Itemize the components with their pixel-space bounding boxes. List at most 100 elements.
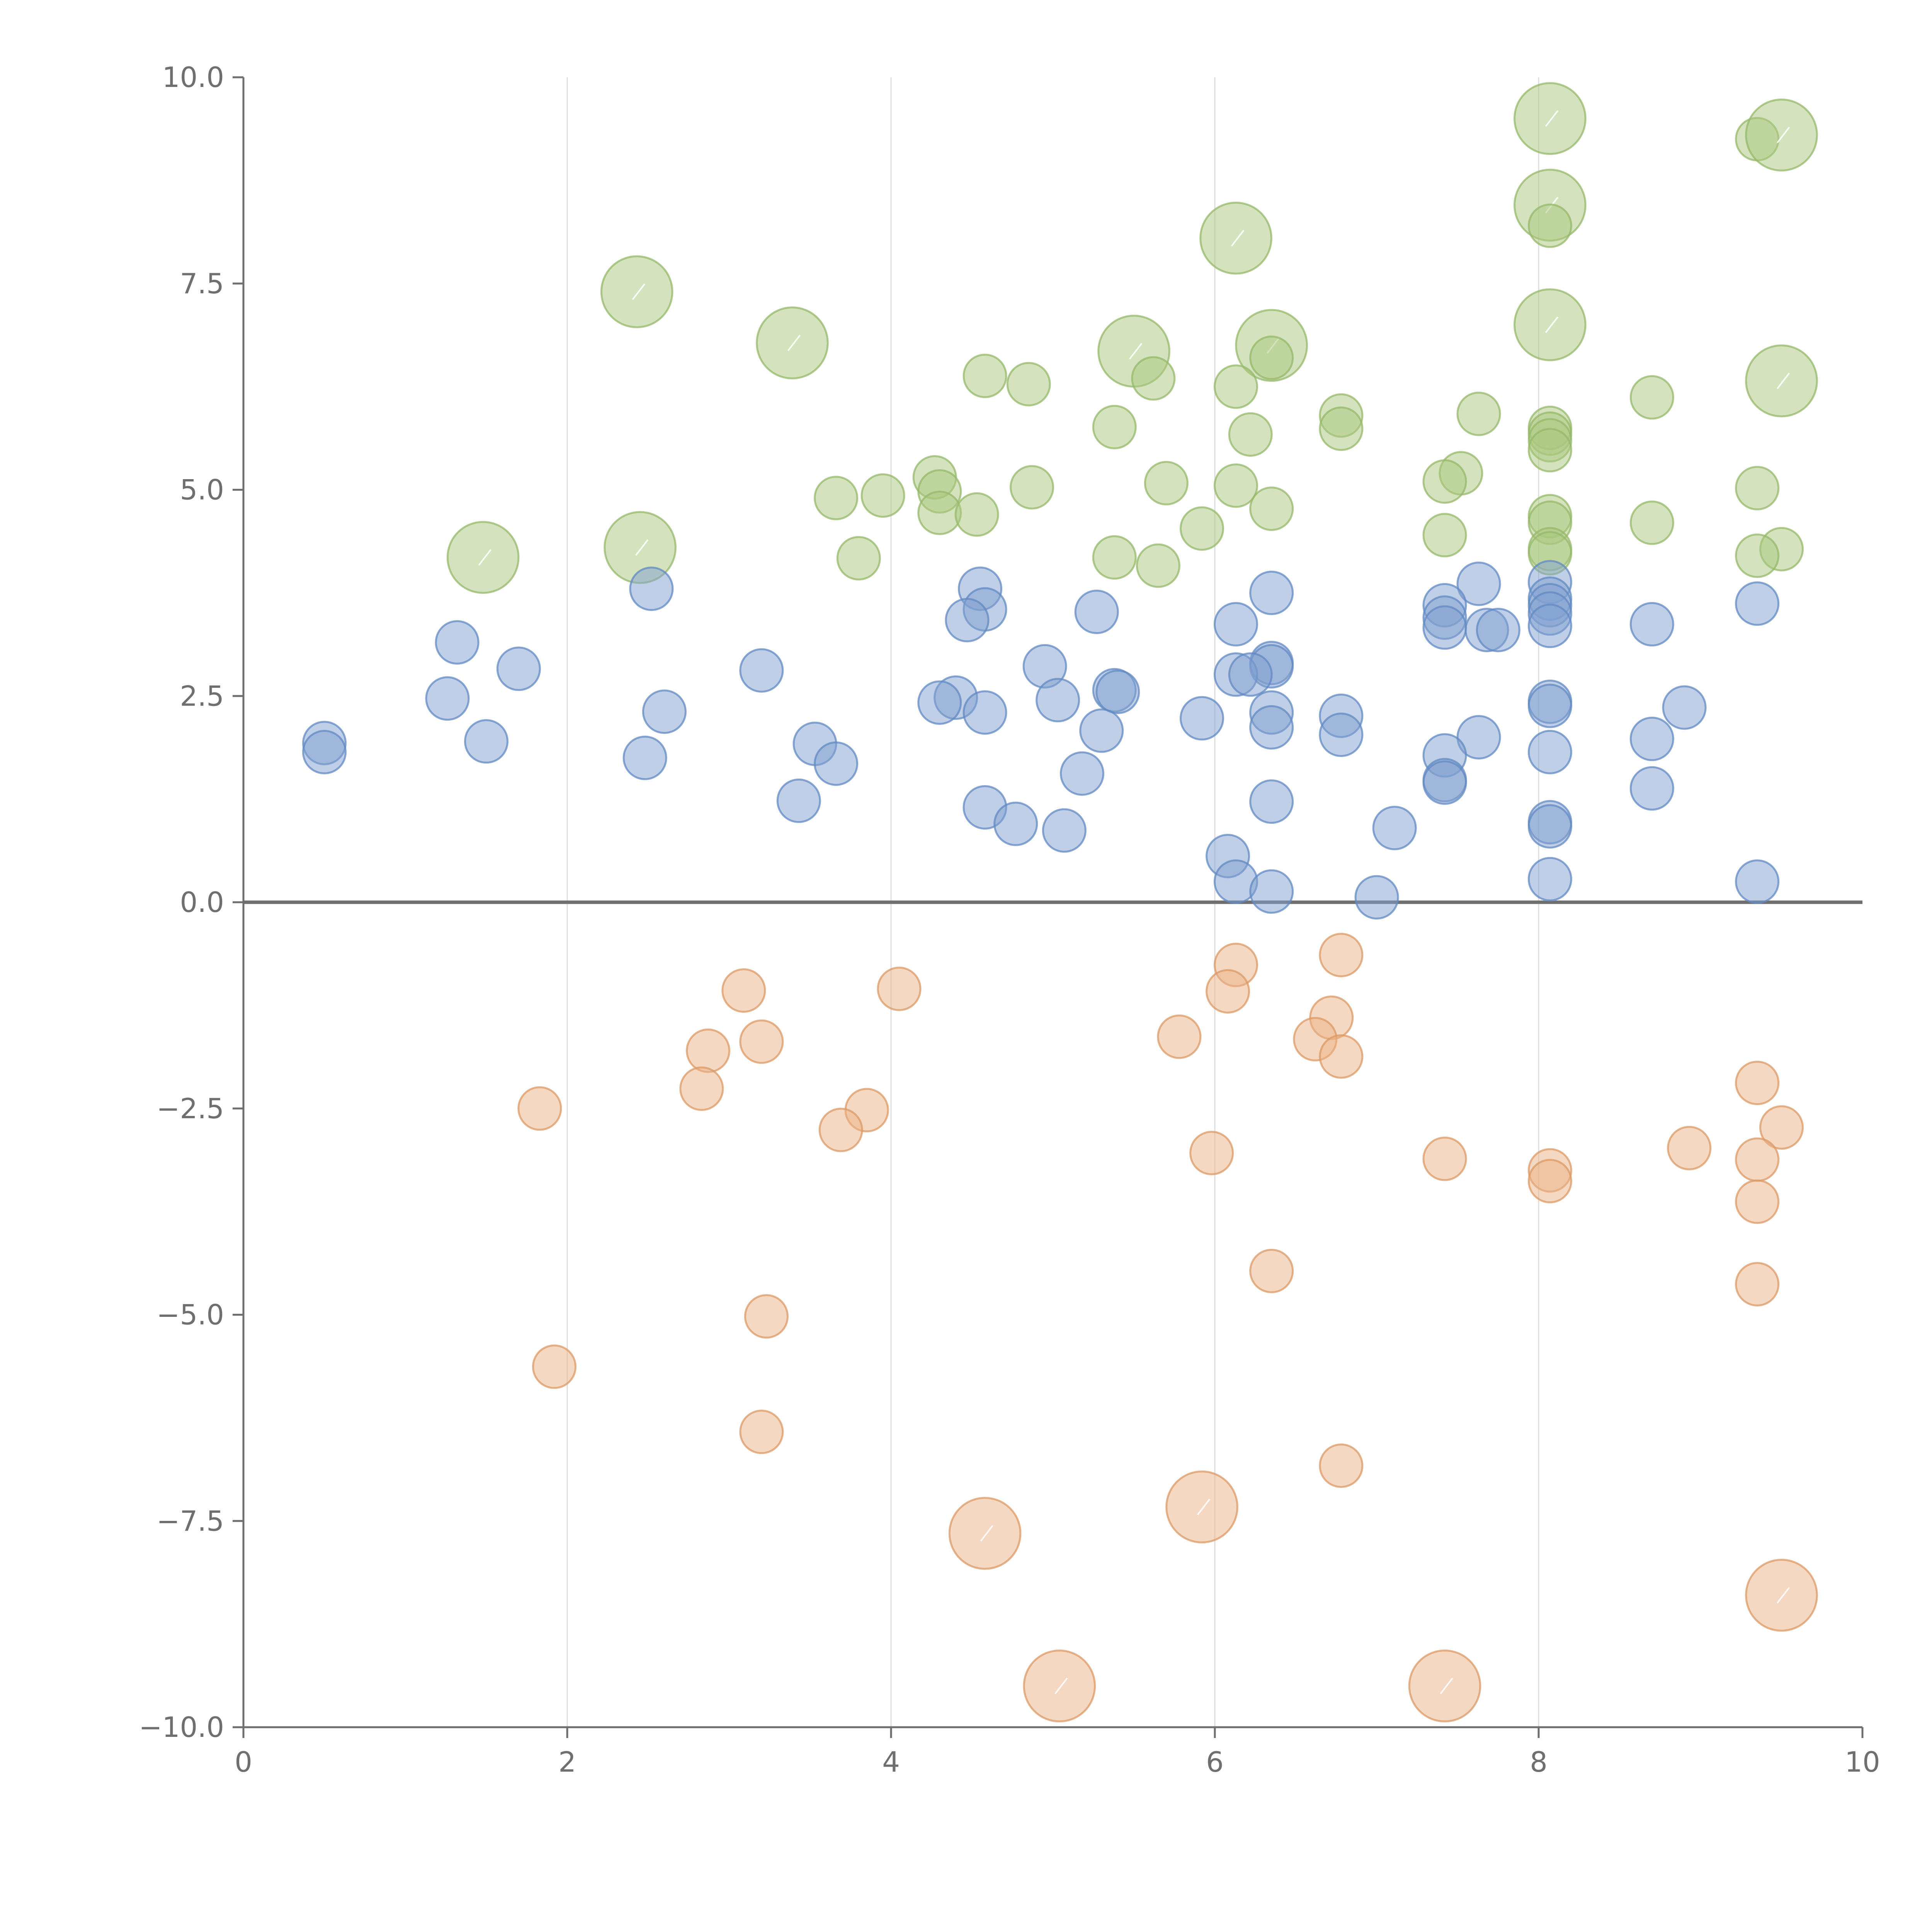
blue-data-point[interactable] — [1249, 869, 1294, 914]
green-data-point[interactable] — [1213, 463, 1258, 508]
orange-data-point[interactable] — [1422, 1136, 1467, 1181]
green-data-point[interactable] — [600, 255, 673, 328]
green-data-point[interactable] — [1456, 391, 1501, 436]
orange-data-point[interactable] — [1319, 1443, 1364, 1488]
blue-data-point[interactable] — [993, 801, 1038, 846]
orange-data-point[interactable] — [679, 1066, 724, 1111]
blue-data-point[interactable] — [1179, 696, 1224, 741]
blue-data-point[interactable] — [622, 735, 667, 780]
green-data-point[interactable] — [1144, 461, 1189, 505]
orange-data-point[interactable] — [877, 966, 922, 1011]
orange-data-point[interactable] — [532, 1344, 577, 1389]
blue-data-point[interactable] — [1095, 670, 1140, 714]
green-data-point[interactable] — [1422, 459, 1467, 504]
blue-data-point[interactable] — [963, 690, 1007, 735]
orange-data-point[interactable] — [1735, 1262, 1780, 1307]
orange-data-point[interactable] — [744, 1294, 789, 1339]
blue-data-point[interactable] — [917, 680, 962, 725]
green-data-point[interactable] — [1010, 465, 1054, 510]
orange-data-point[interactable] — [818, 1107, 863, 1152]
green-data-point[interactable] — [1249, 486, 1294, 531]
blue-data-point[interactable] — [1319, 713, 1364, 757]
blue-data-point[interactable] — [1527, 684, 1572, 728]
orange-data-point[interactable] — [1319, 1034, 1364, 1079]
blue-data-point[interactable] — [739, 648, 784, 693]
orange-data-point[interactable] — [721, 968, 766, 1013]
green-data-point[interactable] — [1527, 428, 1572, 473]
green-data-point[interactable] — [1422, 513, 1467, 558]
green-data-point[interactable] — [1092, 405, 1137, 449]
blue-data-point[interactable] — [1060, 751, 1104, 796]
blue-data-point[interactable] — [1036, 678, 1080, 723]
blue-data-point[interactable] — [1629, 602, 1674, 647]
blue-data-point[interactable] — [1527, 857, 1572, 901]
orange-data-point[interactable] — [1527, 1159, 1572, 1204]
blue-data-point[interactable] — [1213, 602, 1258, 647]
green-data-point[interactable] — [1136, 543, 1180, 588]
green-data-point[interactable] — [1213, 364, 1258, 409]
blue-data-point[interactable] — [1735, 581, 1780, 626]
blue-data-point[interactable] — [1354, 875, 1399, 920]
blue-data-point[interactable] — [1372, 806, 1417, 850]
green-data-point[interactable] — [954, 492, 999, 537]
blue-data-point[interactable] — [1527, 804, 1572, 849]
blue-data-point[interactable] — [1228, 652, 1273, 697]
orange-data-point[interactable] — [1249, 1248, 1294, 1293]
green-data-point[interactable] — [1745, 344, 1818, 417]
green-data-point[interactable] — [1745, 99, 1818, 172]
orange-data-point[interactable] — [1165, 1470, 1238, 1544]
blue-data-point[interactable] — [1629, 766, 1674, 811]
green-data-point[interactable] — [963, 354, 1007, 398]
blue-data-point[interactable] — [435, 620, 480, 665]
blue-data-point[interactable] — [1422, 605, 1467, 650]
orange-data-point[interactable] — [1667, 1126, 1712, 1170]
green-data-point[interactable] — [836, 536, 881, 581]
blue-data-point[interactable] — [1074, 589, 1119, 634]
green-data-point[interactable] — [1514, 82, 1587, 155]
blue-data-point[interactable] — [1042, 808, 1087, 853]
blue-data-point[interactable] — [776, 778, 821, 823]
orange-data-point[interactable] — [1735, 1179, 1780, 1224]
orange-data-point[interactable] — [1189, 1131, 1234, 1175]
blue-data-point[interactable] — [1476, 607, 1520, 652]
green-data-point[interactable] — [1179, 506, 1224, 551]
green-data-point[interactable] — [861, 473, 905, 518]
blue-data-point[interactable] — [1527, 604, 1572, 648]
green-data-point[interactable] — [1249, 335, 1294, 380]
green-data-point[interactable] — [1629, 375, 1674, 420]
green-data-point[interactable] — [1527, 203, 1572, 248]
orange-data-point[interactable] — [686, 1028, 731, 1073]
blue-data-point[interactable] — [1527, 730, 1572, 774]
orange-data-point[interactable] — [948, 1497, 1022, 1570]
green-data-point[interactable] — [1131, 356, 1176, 401]
green-data-point[interactable] — [1006, 362, 1051, 406]
blue-data-point[interactable] — [814, 741, 859, 786]
green-data-point[interactable] — [446, 521, 520, 594]
blue-data-point[interactable] — [1249, 570, 1294, 615]
blue-data-point[interactable] — [1662, 685, 1707, 730]
green-data-point[interactable] — [1319, 406, 1364, 451]
orange-data-point[interactable] — [517, 1086, 562, 1131]
blue-data-point[interactable] — [945, 598, 990, 643]
green-data-point[interactable] — [1092, 535, 1137, 580]
blue-data-point[interactable] — [464, 719, 509, 764]
green-data-point[interactable] — [1735, 466, 1780, 510]
green-data-point[interactable] — [1629, 500, 1674, 545]
blue-data-point[interactable] — [496, 646, 541, 691]
green-data-point[interactable] — [1199, 202, 1272, 275]
orange-data-point[interactable] — [1408, 1649, 1481, 1723]
orange-data-point[interactable] — [1206, 969, 1250, 1014]
blue-data-point[interactable] — [1079, 708, 1124, 753]
green-data-point[interactable] — [756, 306, 829, 379]
orange-data-point[interactable] — [739, 1410, 784, 1454]
orange-data-point[interactable] — [1157, 1014, 1202, 1059]
orange-data-point[interactable] — [1735, 1061, 1780, 1105]
blue-data-point[interactable] — [1422, 760, 1467, 805]
blue-data-point[interactable] — [425, 676, 470, 721]
blue-data-point[interactable] — [642, 689, 687, 734]
green-data-point[interactable] — [1514, 288, 1587, 361]
green-data-point[interactable] — [1735, 533, 1780, 578]
blue-data-point[interactable] — [1249, 779, 1294, 824]
orange-data-point[interactable] — [739, 1019, 784, 1064]
blue-data-point[interactable] — [1456, 561, 1501, 606]
